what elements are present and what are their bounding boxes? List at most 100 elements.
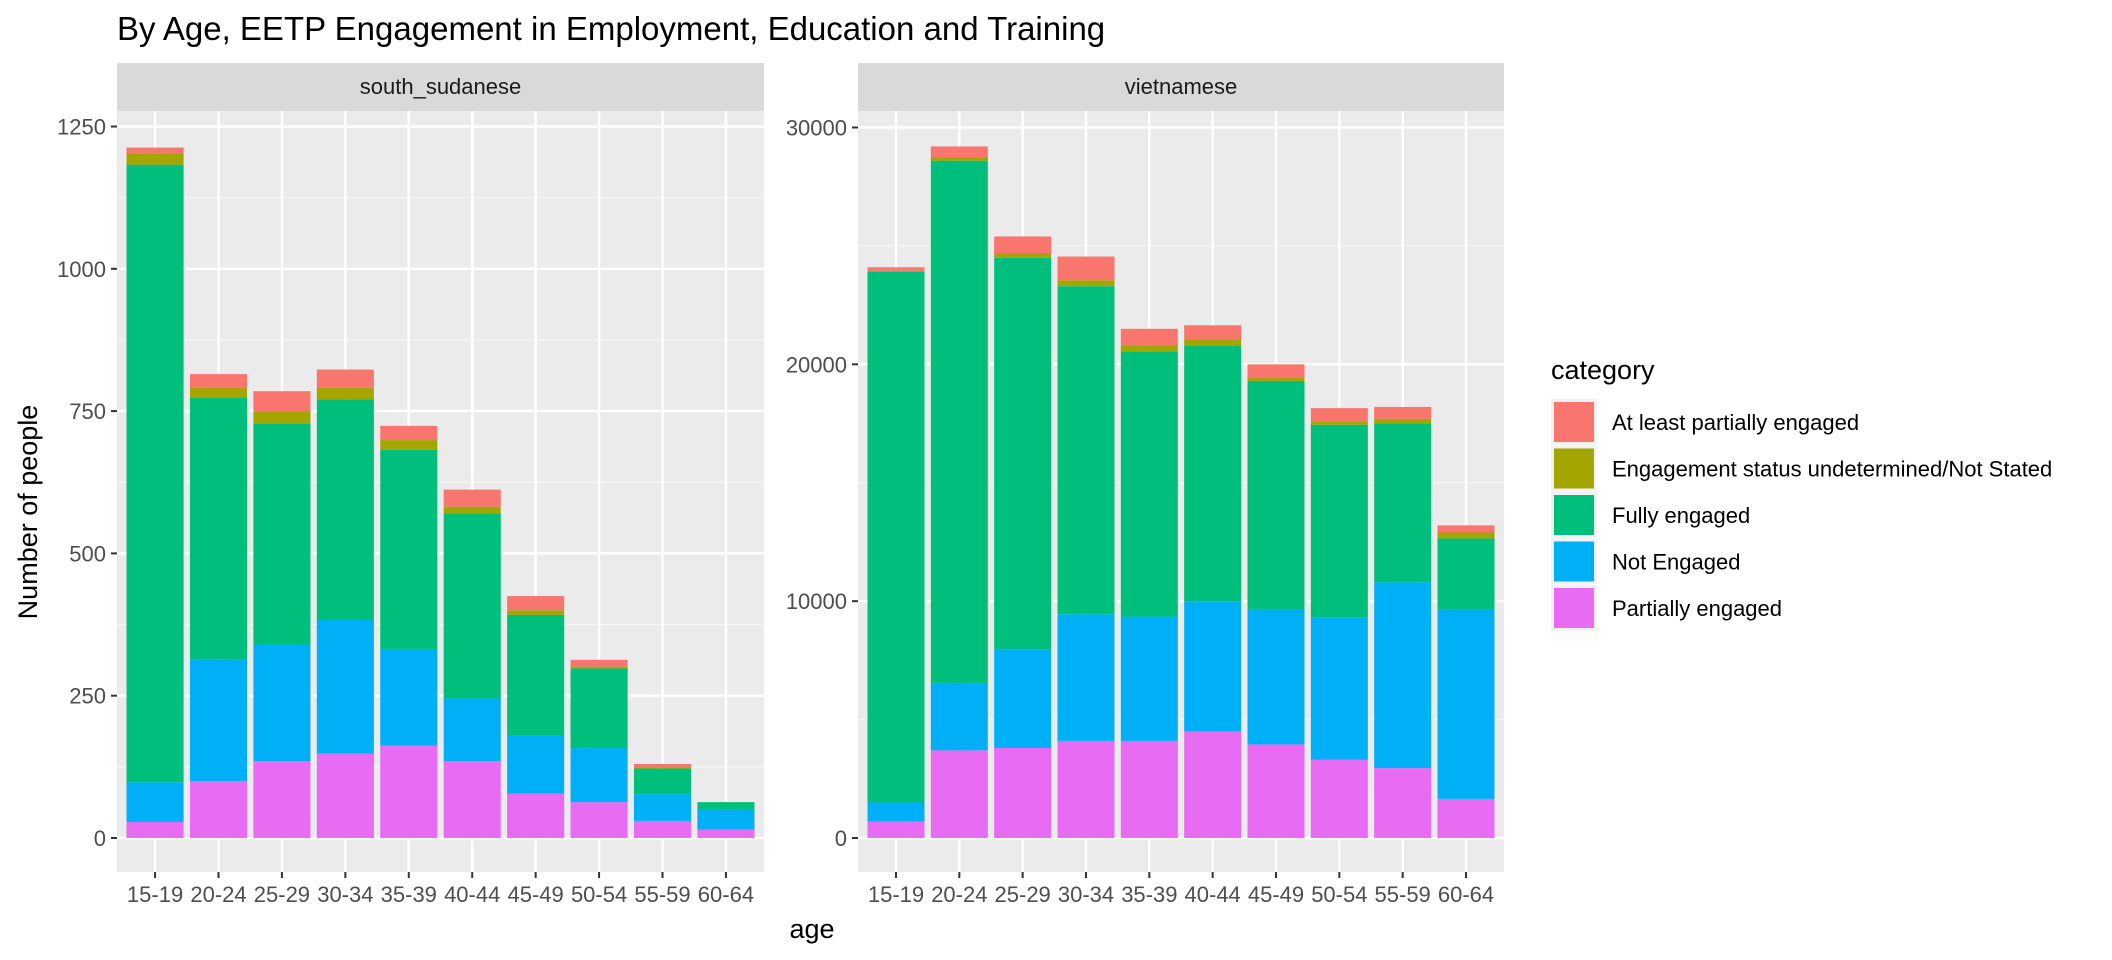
bar-partially-engaged — [1374, 768, 1432, 838]
x-tick-label: 60-64 — [1438, 882, 1494, 907]
bar-at-least-partially-engaged — [1374, 406, 1432, 419]
legend-title: category — [1551, 355, 1655, 385]
x-tick-label: 30-34 — [317, 882, 373, 907]
legend-label-at-least-partially-engaged: At least partially engaged — [1612, 410, 1859, 435]
bar-not-engaged — [316, 619, 374, 754]
y-tick-label: 0 — [835, 826, 847, 851]
bar-engagement-status-undetermined-not-stated — [1374, 418, 1432, 424]
legend-label-fully-engaged: Fully engaged — [1612, 503, 1750, 528]
bar-at-least-partially-engaged — [380, 425, 438, 441]
bar-partially-engaged — [1310, 759, 1368, 838]
facet-label-vietnamese: vietnamese — [1125, 74, 1238, 99]
bar-fully-engaged — [867, 271, 925, 803]
bar-fully-engaged — [1120, 351, 1178, 617]
bar-at-least-partially-engaged — [633, 764, 692, 768]
bar-fully-engaged — [126, 164, 184, 783]
bar-engagement-status-undetermined-not-stated — [253, 411, 311, 424]
bar-at-least-partially-engaged — [570, 659, 628, 667]
bar-at-least-partially-engaged — [126, 147, 184, 154]
bar-not-engaged — [1374, 582, 1432, 769]
bar-partially-engaged — [126, 822, 184, 838]
x-tick-label: 20-24 — [190, 882, 246, 907]
bar-not-engaged — [1310, 617, 1368, 760]
bar-engagement-status-undetermined-not-stated — [189, 387, 248, 399]
y-tick-label: 30000 — [786, 116, 847, 141]
bar-engagement-status-undetermined-not-stated — [633, 767, 692, 769]
panel-south-sudanese: south_sudanese 0 250 500 750 1000 1250 15-19 20-… — [57, 63, 764, 907]
bar-not-engaged — [633, 794, 692, 821]
bar-fully-engaged — [1184, 345, 1242, 602]
x-tick-label: 35-39 — [1121, 882, 1177, 907]
bar-not-engaged — [994, 649, 1052, 749]
bar-partially-engaged — [867, 821, 925, 838]
bar-not-engaged — [189, 659, 248, 782]
legend-swatch-partially-engaged — [1554, 588, 1594, 628]
y-tick-label: 1250 — [57, 115, 106, 140]
bar-partially-engaged — [253, 761, 311, 838]
bar-not-engaged — [1057, 614, 1115, 741]
bar-not-engaged — [443, 698, 501, 762]
x-tick-label: 55-59 — [1375, 882, 1431, 907]
y-tick-label: 250 — [69, 684, 106, 709]
bar-at-least-partially-engaged — [507, 596, 565, 611]
bar-partially-engaged — [1120, 740, 1178, 838]
bar-partially-engaged — [316, 753, 374, 838]
legend-label-engagement-status-undetermined-not-stated: Engagement status undetermined/Not State… — [1612, 457, 2052, 482]
x-tick-label: 40-44 — [444, 882, 500, 907]
y-tick-label: 500 — [69, 541, 106, 566]
x-tick-label: 55-59 — [634, 882, 690, 907]
y-tick-label: 750 — [69, 399, 106, 424]
bar-engagement-status-undetermined-not-stated — [1247, 377, 1305, 381]
legend-swatch-not-engaged — [1554, 541, 1594, 582]
x-tick-label: 15-19 — [868, 882, 924, 907]
bar-partially-engaged — [380, 745, 438, 838]
bar-partially-engaged — [633, 820, 692, 838]
bar-partially-engaged — [1057, 740, 1115, 838]
legend-swatch-at-least-partially-engaged — [1554, 402, 1594, 442]
bar-engagement-status-undetermined-not-stated — [126, 153, 184, 165]
bar-at-least-partially-engaged — [316, 369, 374, 388]
bar-not-engaged — [1437, 609, 1495, 799]
x-tick-label: 15-19 — [127, 882, 183, 907]
bar-fully-engaged — [1247, 380, 1305, 610]
bar-fully-engaged — [930, 160, 988, 683]
legend-swatch-fully-engaged — [1554, 495, 1594, 535]
bar-engagement-status-undetermined-not-stated — [380, 440, 438, 450]
bar-fully-engaged — [1310, 424, 1368, 618]
bar-fully-engaged — [443, 513, 501, 699]
bar-fully-engaged — [380, 449, 438, 650]
bar-at-least-partially-engaged — [1184, 325, 1242, 340]
bar-fully-engaged — [994, 257, 1052, 650]
bar-fully-engaged — [253, 423, 311, 645]
bar-partially-engaged — [443, 761, 501, 838]
bar-engagement-status-undetermined-not-stated — [994, 253, 1052, 258]
bar-engagement-status-undetermined-not-stated — [1184, 339, 1242, 346]
bar-at-least-partially-engaged — [994, 236, 1052, 254]
x-tick-label: 45-49 — [1248, 882, 1304, 907]
bar-not-engaged — [507, 735, 565, 794]
panels: south_sudanese 0 250 500 750 1000 1250 15-19 20-… — [57, 63, 1504, 907]
bar-engagement-status-undetermined-not-stated — [570, 666, 628, 669]
bar-fully-engaged — [507, 614, 565, 736]
facet-strip-south-sudanese — [117, 63, 764, 111]
bar-fully-engaged — [697, 802, 755, 810]
x-tick-label: 25-29 — [995, 882, 1051, 907]
legend-label-not-engaged: Not Engaged — [1612, 550, 1740, 575]
bar-partially-engaged — [1247, 744, 1305, 838]
bar-not-engaged — [1247, 609, 1305, 745]
x-tick-label: 60-64 — [698, 882, 754, 907]
bar-not-engaged — [697, 809, 755, 830]
bar-engagement-status-undetermined-not-stated — [1057, 280, 1115, 287]
bar-fully-engaged — [189, 398, 248, 660]
bar-at-least-partially-engaged — [1437, 525, 1495, 533]
y-axis-title: Number of people — [13, 405, 43, 620]
x-tick-label: 20-24 — [931, 882, 987, 907]
bar-partially-engaged — [994, 748, 1052, 838]
bar-fully-engaged — [1374, 423, 1432, 583]
y-tick-label: 1000 — [57, 257, 106, 282]
bar-fully-engaged — [1057, 286, 1115, 615]
bar-engagement-status-undetermined-not-stated — [1310, 421, 1368, 425]
chart-title: By Age, EETP Engagement in Employment, E… — [117, 10, 1105, 47]
bar-engagement-status-undetermined-not-stated — [930, 157, 988, 161]
